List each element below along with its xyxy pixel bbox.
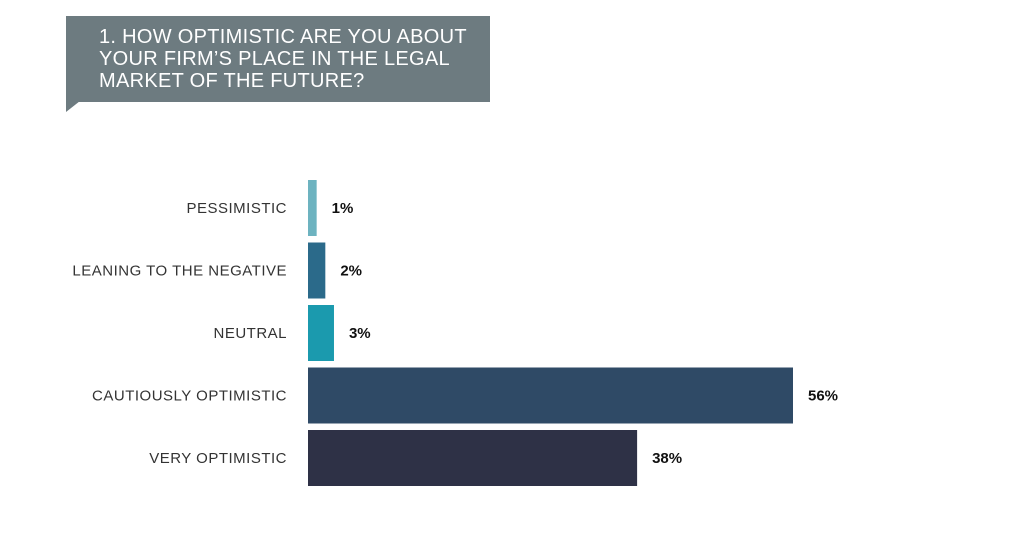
category-label-2: NEUTRAL — [213, 325, 287, 342]
bar-4 — [308, 430, 638, 486]
category-label-1: LEANING TO THE NEGATIVE — [72, 263, 287, 280]
category-label-4: VERY OPTIMISTIC — [149, 450, 287, 467]
chart-title: 1. HOW OPTIMISTIC ARE YOU ABOUT YOUR FIR… — [99, 26, 467, 92]
bar-3 — [308, 367, 793, 424]
value-label-4: 38% — [652, 450, 682, 467]
bar-2 — [308, 305, 334, 361]
bars-layer: PESSIMISTIC 1% LEANING TO THE NEGATIVE 2% NE… — [72, 180, 838, 486]
value-label-2: 3% — [349, 325, 371, 342]
value-label-1: 2% — [340, 263, 362, 280]
bar-1 — [308, 242, 326, 299]
value-label-0: 1% — [332, 200, 354, 217]
bar-0 — [308, 180, 317, 236]
chart-title-box: 1. HOW OPTIMISTIC ARE YOU ABOUT YOUR FIR… — [66, 16, 490, 102]
value-label-3: 56% — [808, 388, 838, 405]
category-label-0: PESSIMISTIC — [186, 200, 287, 217]
title-tail-shape — [66, 101, 80, 112]
category-label-3: CAUTIOUSLY OPTIMISTIC — [92, 388, 287, 405]
